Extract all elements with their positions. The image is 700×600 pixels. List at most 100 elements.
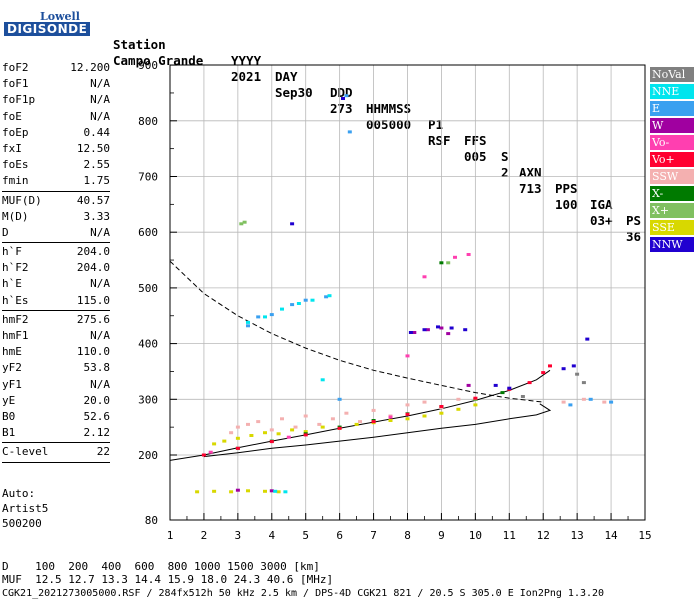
param-value: 2.12	[83, 426, 111, 440]
data-point	[269, 428, 274, 432]
param-key: M(D)	[2, 209, 29, 223]
data-point	[466, 253, 471, 256]
curve-line	[169, 369, 551, 461]
legend-entry: X+	[650, 203, 694, 219]
param-key: MUF(D)	[2, 193, 42, 207]
data-point	[212, 489, 217, 493]
data-point	[290, 428, 295, 432]
auto-label: Auto:	[2, 487, 36, 500]
param-value: 2.55	[83, 158, 111, 172]
param-row: yF2 53.8	[2, 360, 110, 376]
footer-file-info: CGK21_2021273005000.RSF / 284fx512h 50 k…	[2, 588, 605, 599]
param-separator	[2, 242, 110, 244]
data-point	[463, 328, 468, 332]
param-row: hmE 110.0	[2, 344, 110, 360]
y-tick-label: 700	[138, 171, 158, 184]
data-point	[500, 391, 505, 395]
data-point	[246, 324, 250, 328]
data-point	[320, 378, 325, 382]
param-value: 12.50	[76, 141, 110, 155]
data-point	[561, 400, 566, 404]
y-tick-label: 800	[138, 115, 158, 128]
data-point	[405, 412, 410, 416]
scaled-parameters-panel: foF2 12.200 foF1 N/A foF1p N/A foE N/A foEp 0.44 f…	[2, 60, 110, 464]
data-point	[286, 435, 291, 439]
data-point	[337, 397, 342, 401]
data-point	[229, 431, 234, 435]
param-key: C-level	[2, 445, 49, 459]
param-row: C-level 22	[2, 444, 110, 460]
polarization-legend: NoVal NNE E W Vo- Vo+ SSW X- X+ SSE NNW	[650, 67, 694, 255]
param-value: N/A	[90, 225, 110, 239]
data-point	[235, 446, 240, 450]
param-value: 52.6	[83, 409, 111, 423]
param-value: 204.0	[76, 261, 110, 275]
data-point	[493, 383, 498, 387]
data-point	[561, 367, 566, 371]
param-key: h`Es	[2, 293, 29, 307]
legend-entry: Vo-	[650, 135, 694, 151]
data-point	[388, 415, 393, 419]
data-point	[263, 315, 267, 319]
chart-points	[195, 94, 614, 494]
data-point	[229, 490, 234, 494]
data-point	[235, 425, 240, 429]
param-value: N/A	[90, 329, 110, 342]
data-point	[303, 430, 308, 434]
data-point	[585, 337, 590, 341]
data-point	[473, 396, 478, 400]
param-value: 275.6	[76, 312, 110, 326]
param-row: yF1 N/A	[2, 377, 110, 393]
x-tick-label: 15	[638, 529, 651, 542]
data-point	[337, 426, 342, 430]
header-ddd-value: 273	[330, 101, 353, 116]
data-point	[246, 320, 250, 324]
param-row: yE 20.0	[2, 393, 110, 409]
data-point	[571, 364, 576, 368]
header-axn-value: 713	[519, 181, 542, 196]
param-separator	[2, 309, 110, 311]
data-point	[422, 400, 427, 404]
data-point	[453, 255, 457, 259]
param-key: foE	[2, 109, 22, 123]
digisonde-logo: Lowell DIGISONDE	[4, 10, 104, 40]
param-key: hmE	[2, 345, 22, 359]
param-key: foF1p	[2, 93, 36, 107]
data-point	[575, 372, 580, 376]
data-point	[269, 313, 274, 317]
param-value: N/A	[90, 277, 110, 291]
data-point	[242, 220, 247, 224]
legend-entry: SSE	[650, 220, 694, 236]
y-tick-label: 500	[138, 282, 158, 295]
data-point	[358, 420, 362, 424]
param-key: D	[2, 225, 9, 239]
param-value: 53.8	[83, 361, 111, 375]
header-ps-value: 36	[626, 229, 642, 244]
y-tick-label: 200	[138, 449, 158, 462]
data-point	[405, 417, 410, 421]
param-value: 0.44	[83, 125, 111, 139]
data-point	[208, 450, 213, 454]
data-point	[212, 442, 217, 446]
data-point	[347, 130, 352, 134]
curve-line	[203, 403, 552, 458]
param-key: hmF2	[2, 312, 29, 326]
param-row: foF1 N/A	[2, 76, 110, 92]
param-row: D N/A	[2, 225, 110, 241]
param-value: N/A	[90, 377, 110, 391]
header-s-value: 2	[501, 165, 509, 180]
data-point	[422, 275, 427, 279]
data-point	[412, 331, 417, 334]
footer-muf-row: MUF 12.5 12.7 13.3 14.4 15.9 18.0 24.3 4…	[2, 573, 334, 586]
data-point	[195, 490, 200, 494]
data-point	[256, 420, 261, 424]
header-station-value: Campo Grande	[113, 53, 204, 68]
x-tick-label: 4	[268, 529, 275, 542]
data-point	[324, 295, 329, 299]
data-point	[330, 417, 335, 421]
data-point	[456, 397, 461, 401]
legend-entry: SSW	[650, 169, 694, 185]
data-point	[344, 411, 349, 415]
data-point	[548, 364, 552, 368]
data-point	[371, 420, 376, 424]
